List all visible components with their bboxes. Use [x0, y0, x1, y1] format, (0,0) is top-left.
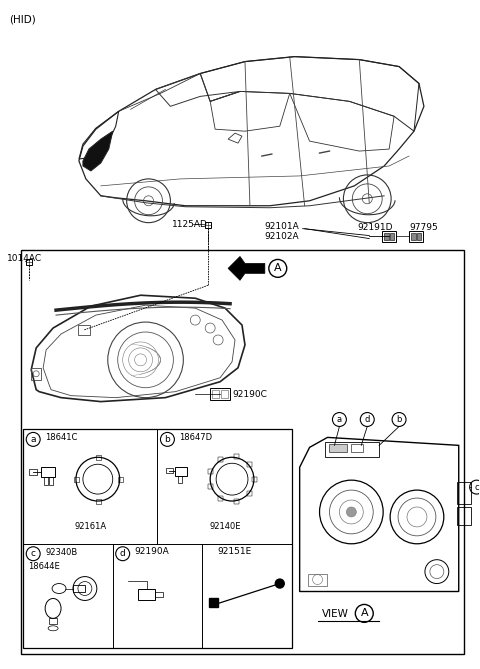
- Bar: [417, 233, 421, 240]
- Bar: [351, 444, 363, 452]
- Bar: [210, 388, 230, 399]
- Bar: [44, 477, 48, 485]
- Text: 1125AD: 1125AD: [172, 219, 208, 229]
- Bar: [212, 389, 219, 397]
- Bar: [23, 429, 292, 648]
- Polygon shape: [83, 131, 113, 171]
- Bar: [324, 442, 379, 458]
- Text: 92151E: 92151E: [217, 547, 252, 556]
- Bar: [457, 507, 471, 525]
- Text: VIEW: VIEW: [322, 609, 348, 619]
- Text: 18647D: 18647D: [180, 434, 213, 442]
- Bar: [74, 477, 79, 482]
- Text: 92191D: 92191D: [357, 223, 393, 231]
- Bar: [221, 389, 228, 397]
- Text: A: A: [360, 608, 368, 618]
- Bar: [49, 477, 53, 485]
- Text: d: d: [365, 415, 370, 424]
- Text: 18641C: 18641C: [45, 434, 77, 442]
- Bar: [382, 231, 396, 242]
- Bar: [247, 462, 252, 467]
- Bar: [208, 469, 213, 474]
- Bar: [138, 589, 156, 601]
- Text: c: c: [31, 549, 36, 558]
- Circle shape: [347, 507, 356, 517]
- Text: a: a: [30, 435, 36, 444]
- Bar: [209, 599, 218, 607]
- Text: b: b: [396, 415, 402, 424]
- Bar: [457, 482, 471, 504]
- Bar: [175, 467, 187, 476]
- Bar: [41, 467, 55, 477]
- Bar: [96, 456, 101, 460]
- Bar: [218, 457, 223, 462]
- Text: 92140E: 92140E: [209, 522, 240, 531]
- Bar: [73, 585, 85, 593]
- Bar: [78, 325, 90, 335]
- Bar: [247, 491, 252, 496]
- Text: A: A: [274, 264, 282, 274]
- Text: 92101A: 92101A: [265, 221, 300, 231]
- Bar: [29, 469, 37, 475]
- Bar: [208, 484, 213, 490]
- Bar: [31, 368, 41, 380]
- Text: 1014AC: 1014AC: [7, 254, 42, 264]
- Bar: [118, 477, 123, 482]
- Bar: [308, 573, 327, 585]
- Bar: [167, 468, 173, 473]
- Bar: [234, 499, 239, 504]
- Bar: [409, 231, 423, 242]
- Bar: [21, 250, 464, 654]
- Text: c: c: [474, 482, 479, 492]
- Text: d: d: [120, 549, 126, 558]
- Bar: [179, 476, 182, 483]
- Text: 92190A: 92190A: [134, 547, 169, 556]
- Bar: [218, 496, 223, 502]
- Polygon shape: [228, 256, 265, 280]
- Text: 92102A: 92102A: [265, 231, 300, 241]
- Text: 18644E: 18644E: [28, 562, 60, 571]
- Bar: [96, 499, 101, 504]
- Circle shape: [276, 579, 284, 588]
- Text: 92161A: 92161A: [75, 522, 107, 531]
- Bar: [252, 477, 257, 482]
- Text: 92190C: 92190C: [232, 389, 267, 399]
- Bar: [156, 591, 164, 597]
- Text: 97795: 97795: [409, 223, 438, 231]
- Text: a: a: [337, 415, 342, 424]
- Text: b: b: [165, 435, 170, 444]
- Bar: [329, 444, 348, 452]
- Bar: [384, 233, 389, 240]
- Text: 92340B: 92340B: [45, 548, 77, 557]
- Bar: [205, 221, 211, 227]
- Bar: [234, 454, 239, 459]
- Bar: [411, 233, 416, 240]
- Bar: [49, 618, 57, 624]
- Bar: [390, 233, 394, 240]
- Text: (HID): (HID): [9, 15, 36, 25]
- Bar: [26, 260, 32, 266]
